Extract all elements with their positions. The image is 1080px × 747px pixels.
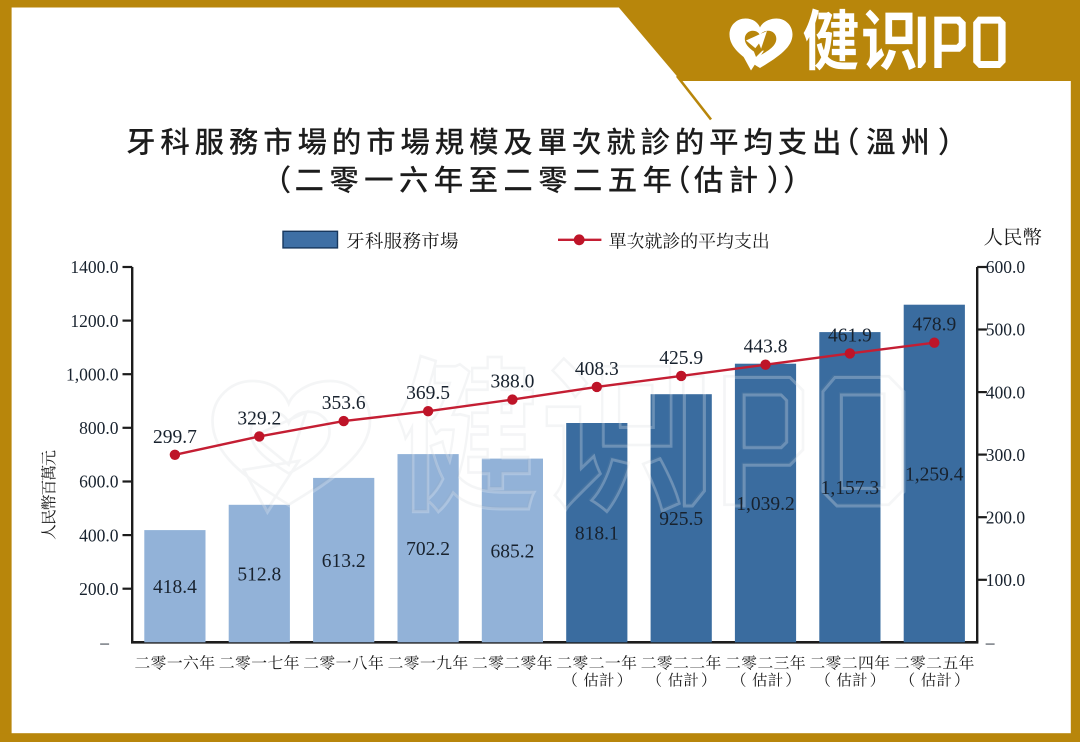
svg-text:369.5: 369.5 <box>406 383 450 404</box>
svg-text:925.5: 925.5 <box>659 509 703 530</box>
svg-text:418.4: 418.4 <box>153 577 197 598</box>
svg-text:100.0: 100.0 <box>986 570 1026 590</box>
svg-text:800.0: 800.0 <box>79 418 119 438</box>
svg-text:1,259.4: 1,259.4 <box>905 465 964 486</box>
svg-text:388.0: 388.0 <box>490 372 534 393</box>
svg-text:200.0: 200.0 <box>986 507 1026 527</box>
svg-text:702.2: 702.2 <box>406 539 450 560</box>
svg-text:443.8: 443.8 <box>744 337 788 358</box>
svg-text:425.9: 425.9 <box>659 348 703 369</box>
svg-text:299.7: 299.7 <box>153 427 197 448</box>
svg-text:613.2: 613.2 <box>322 551 366 572</box>
svg-text:818.1: 818.1 <box>575 524 619 545</box>
svg-text:600.0: 600.0 <box>986 257 1026 277</box>
svg-text:512.8: 512.8 <box>237 565 281 586</box>
svg-text:1,157.3: 1,157.3 <box>821 478 880 499</box>
svg-text:600.0: 600.0 <box>79 472 119 492</box>
svg-text:478.9: 478.9 <box>912 315 956 336</box>
svg-text:400.0: 400.0 <box>986 382 1026 402</box>
svg-text:500.0: 500.0 <box>986 320 1026 340</box>
svg-text:1200.0: 1200.0 <box>70 311 118 331</box>
svg-text:–: – <box>99 633 109 653</box>
svg-text:–: – <box>985 633 995 653</box>
svg-text:200.0: 200.0 <box>79 579 119 599</box>
svg-text:461.9: 461.9 <box>828 325 872 346</box>
svg-text:1,000.0: 1,000.0 <box>66 364 119 384</box>
svg-text:300.0: 300.0 <box>986 445 1026 465</box>
svg-text:408.3: 408.3 <box>575 359 619 380</box>
svg-text:685.2: 685.2 <box>490 542 534 563</box>
svg-text:1400.0: 1400.0 <box>70 257 118 277</box>
svg-text:329.2: 329.2 <box>237 408 281 429</box>
svg-text:1,039.2: 1,039.2 <box>736 494 795 515</box>
svg-text:400.0: 400.0 <box>79 525 119 545</box>
svg-text:353.6: 353.6 <box>322 393 366 414</box>
